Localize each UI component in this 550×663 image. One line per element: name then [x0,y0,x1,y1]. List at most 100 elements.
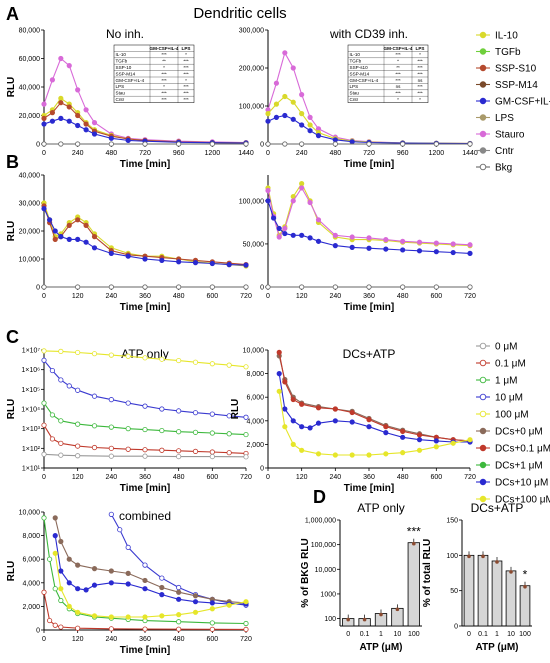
table-cell: *** [395,52,401,57]
data-point-gm-csf-il-4 [66,236,72,242]
legend-label-1-m: 1 μM [495,376,517,387]
data-point-bkg [176,141,182,147]
replicate-point [379,612,383,617]
data-point-bkg [299,284,305,290]
data-point-stauro [75,87,81,93]
data-point-gm-csf-il-4 [75,236,81,242]
data-point-gm-csf-il-4 [349,244,355,250]
data-point-bkg [433,141,439,147]
data-point-dcs-100-m [400,450,406,456]
panel-letter-b: B [6,152,19,172]
data-point-dcs-10-m [299,424,305,430]
series-line-dcs-100-m [54,553,247,618]
data-point-dcs-100-m [209,606,215,612]
chart-d2: 0 50 100 150 0 0.1 1 10 100 * DCs+ATP ATP (μM) % of … [422,501,532,653]
data-point-gm-csf-il-4 [271,215,277,221]
data-point-gm-csf-il-4 [467,250,473,256]
series-line-10-m [43,359,247,418]
legend-marker-bkg [479,163,487,171]
data-point-0-1-m [209,626,215,632]
y-tick-label: 1×10⁵ [21,387,40,394]
data-point-1-m [91,423,98,429]
table-cell: SSP-10 [116,65,132,70]
data-point-stauro [282,225,288,232]
data-point-dcs-0-1-m [349,409,355,416]
data-point-dcs-10-m [66,580,72,586]
legend-marker-il-10 [479,31,487,39]
legend-marker-dcs-100-m [479,495,487,503]
data-point-1-m [58,418,64,424]
data-point-dcs-0-1-m [400,428,406,435]
x-tick-label: 240 [296,150,308,157]
data-point-10-m [243,414,249,420]
chart-c3: 0 120 240 360 480 600 720 0 2,000 4,000 6,000 8,000… [6,509,252,656]
data-point-gm-csf-il-4 [91,245,98,251]
data-point-0-1-m [41,589,47,595]
y-tick-label: 1×10⁷ [22,348,41,355]
data-point-stauro [383,237,389,243]
data-point-dcs-0-m [66,556,72,562]
legend-marker-tgfb [479,48,487,55]
data-point-0-1-m [108,626,114,632]
chart-title: combined [119,509,171,523]
data-point-100-m [91,351,98,357]
data-point-stauro [332,232,338,238]
table-border [347,44,429,103]
data-point-dcs-10-m [276,370,282,377]
data-point-0-1-m [142,447,148,453]
data-point-dcs-0-m [176,589,182,595]
table-cell: TGFb [350,59,362,64]
x-tick-label: 480 [173,636,185,643]
significance-annotation: * [523,568,528,582]
series-line-0-m [43,453,247,458]
x-tick-label: 600 [206,474,218,481]
data-point-stauro [433,240,439,246]
legend-marker-dcs-0-m [479,427,487,435]
data-point-dcs-100-m [108,614,114,620]
legend-marker-dcs-1-m [479,461,487,469]
replicate-point [481,554,485,559]
table-cell: TGFb [116,59,128,64]
data-point-dcs-100-m [366,452,372,458]
x-tick-label: 100 [408,631,420,638]
significance-annotation: *** [407,525,421,539]
x-tick-label: 360 [139,636,151,643]
y-tick-label: 60,000 [19,56,41,63]
y-tick-label: 0 [260,466,264,473]
legend-label-0-1-m: 0.1 μM [495,359,526,370]
x-tick-label: 480 [329,150,341,157]
data-point-gm-csf-il-4 [83,127,89,133]
data-point-dcs-10-m [383,429,389,436]
data-point-stauro [450,241,456,247]
legend-marker-cntr [479,147,487,154]
data-point-gm-csf-il-4 [75,122,81,129]
table-cell: SSP-M14 [116,71,136,76]
series-line-dcs-10-m [278,373,470,443]
table-cell: *** [183,59,189,64]
data-point-gm-csf-il-4 [400,247,406,253]
data-point-dcs-10-m [332,418,338,424]
y-tick-label: 0 [36,285,40,292]
legend-label-stauro: Stauro [495,130,525,141]
y-tick-label: 1×10⁴ [21,407,40,414]
data-point-gm-csf-il-4 [108,135,114,141]
x-tick-label: 1200 [205,150,221,157]
table-cell: *** [395,78,401,83]
data-point-gm-csf-il-4 [142,256,148,262]
data-point-dcs-10-m [192,599,199,605]
table-cell: * [419,97,421,102]
x-tick-label: 720 [240,636,252,643]
data-point-dcs-10-m [282,406,288,412]
data-point-10-m [66,383,72,389]
x-tick-label: 720 [240,474,252,481]
data-point-bkg [41,141,47,147]
data-point-dcs-10-m [83,587,89,593]
x-axis-label: Time [min] [344,159,394,170]
data-point-ssp-s10 [75,112,81,119]
table-cell: *** [183,97,189,102]
data-point-1-m [47,556,53,562]
y-tick-label: 50,000 [243,241,265,248]
data-point-100-m [176,357,182,364]
data-point-dcs-100-m [290,441,296,447]
